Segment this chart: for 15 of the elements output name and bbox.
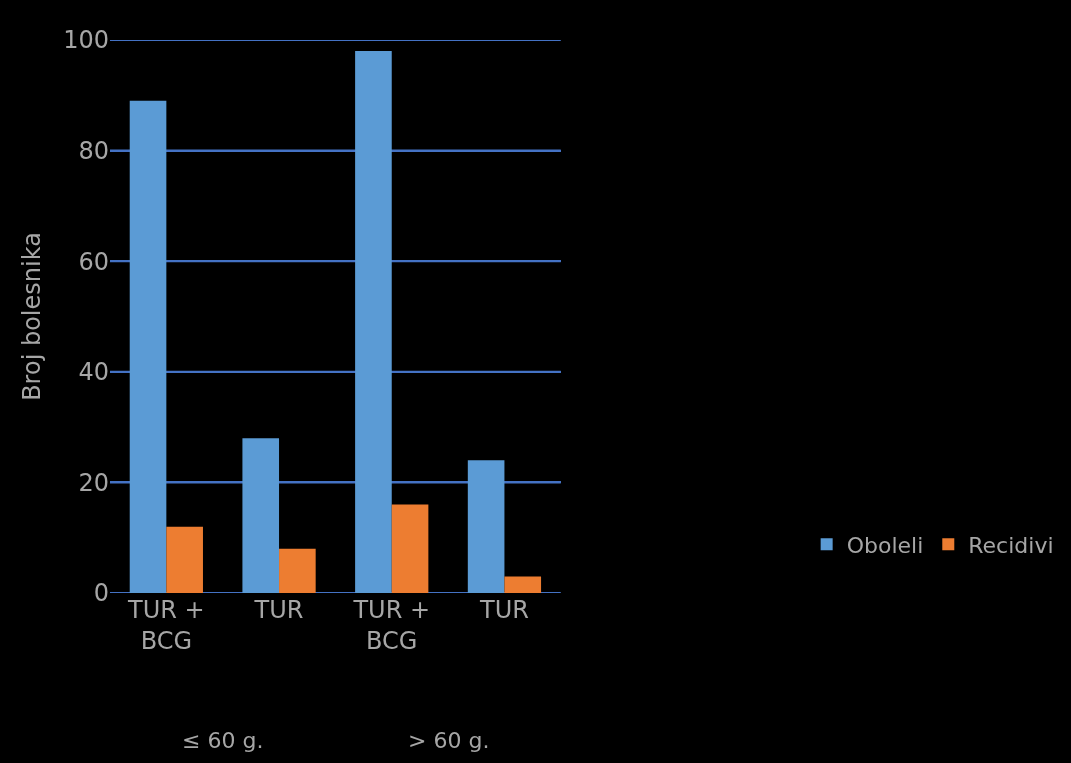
y-tick-label: 40 (78, 358, 109, 387)
x-tick-label: TUR (253, 596, 304, 624)
x-tick-label: TUR (478, 596, 529, 624)
legend-label: Oboleli (846, 532, 924, 558)
text: ≤ 60 g. (182, 728, 264, 753)
text: > 60 g. (408, 728, 490, 753)
legend-label: Recidivi (968, 532, 1054, 558)
y-tick-label: 20 (78, 468, 109, 497)
x-tick-label: TUR + BCG (127, 596, 205, 656)
y-tick-label: 100 (63, 26, 109, 55)
y-tick-label: 0 (93, 579, 109, 608)
y-tick-label: 60 (78, 247, 109, 276)
x-tick-label: TUR + BCG (352, 596, 431, 656)
y-tick-label: 80 (78, 137, 109, 165)
y-axis-title: Broj bolesnika (18, 232, 47, 401)
